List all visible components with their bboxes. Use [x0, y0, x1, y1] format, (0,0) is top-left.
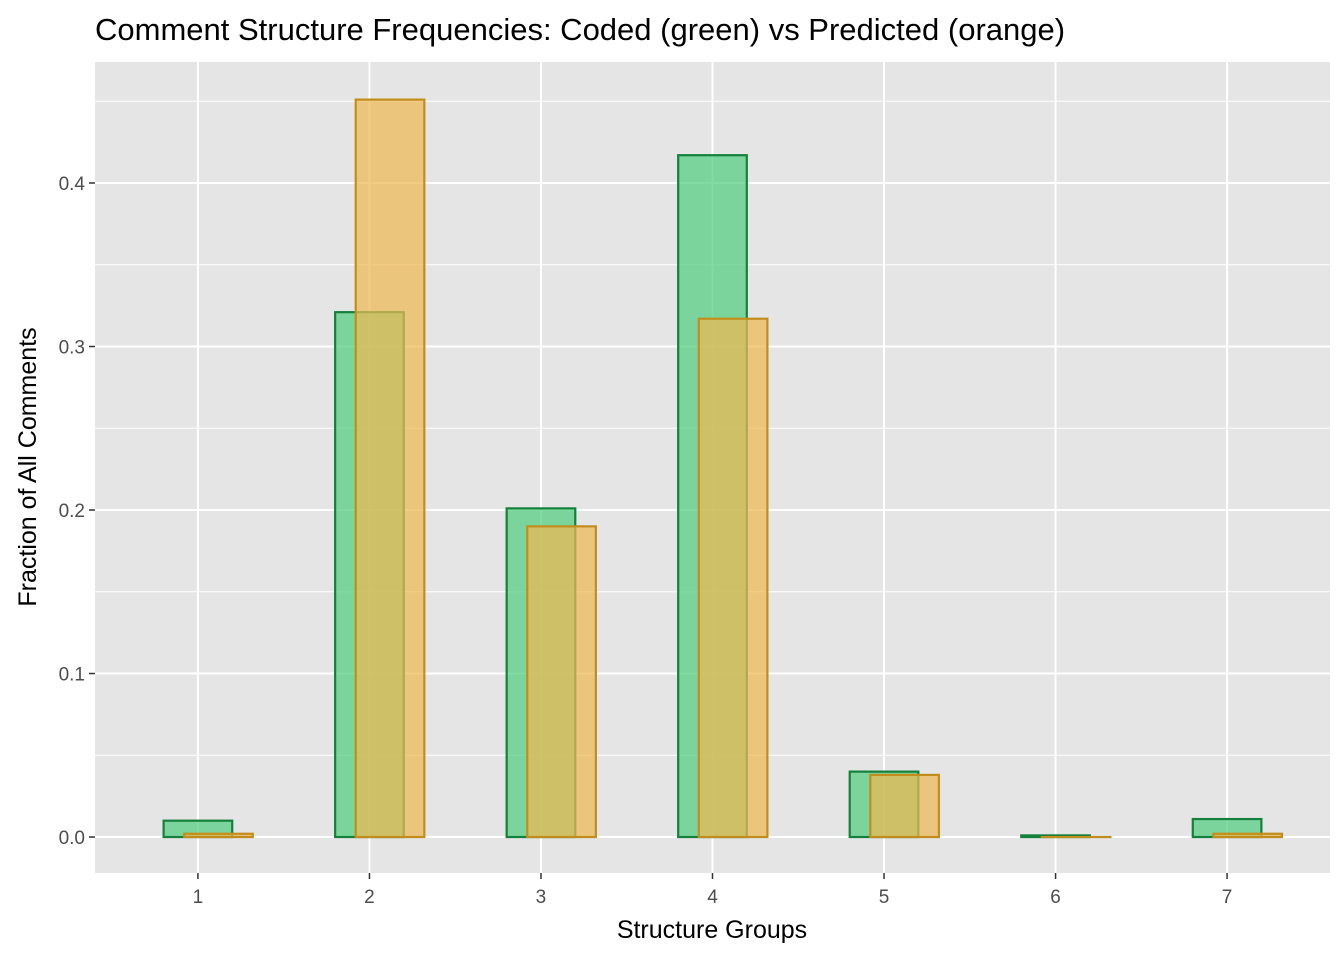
predicted-bar	[1212, 832, 1284, 839]
predicted-bar	[354, 98, 426, 839]
predicted-bar	[869, 773, 941, 839]
predicted-bar	[526, 525, 597, 839]
x-tick-label: 2	[364, 887, 375, 908]
bars	[162, 98, 1284, 839]
y-tick-label: 0.3	[59, 338, 85, 359]
y-tick-label: 0.4	[59, 174, 86, 195]
x-tick-label: 4	[707, 887, 718, 908]
x-axis-title: Structure Groups	[617, 916, 807, 944]
x-tick-label: 5	[879, 887, 890, 908]
predicted-bar	[183, 832, 254, 839]
chart-title: Comment Structure Frequencies: Coded (gr…	[95, 12, 1065, 47]
x-tick-label: 6	[1050, 887, 1061, 908]
predicted-bar	[697, 317, 769, 839]
x-tick-label: 1	[193, 887, 204, 908]
x-axis-ticks: 1 2 3 4 5 6 7	[193, 873, 1233, 908]
y-tick-label: 0.2	[59, 501, 85, 522]
y-tick-label: 0.1	[59, 665, 85, 686]
y-axis-title: Fraction of All Comments	[14, 327, 42, 606]
x-tick-label: 7	[1222, 887, 1233, 908]
y-tick-label: 0.0	[59, 828, 85, 849]
y-axis-ticks: 0.0 0.1 0.2 0.3 0.4	[59, 174, 95, 849]
x-tick-label: 3	[536, 887, 547, 908]
